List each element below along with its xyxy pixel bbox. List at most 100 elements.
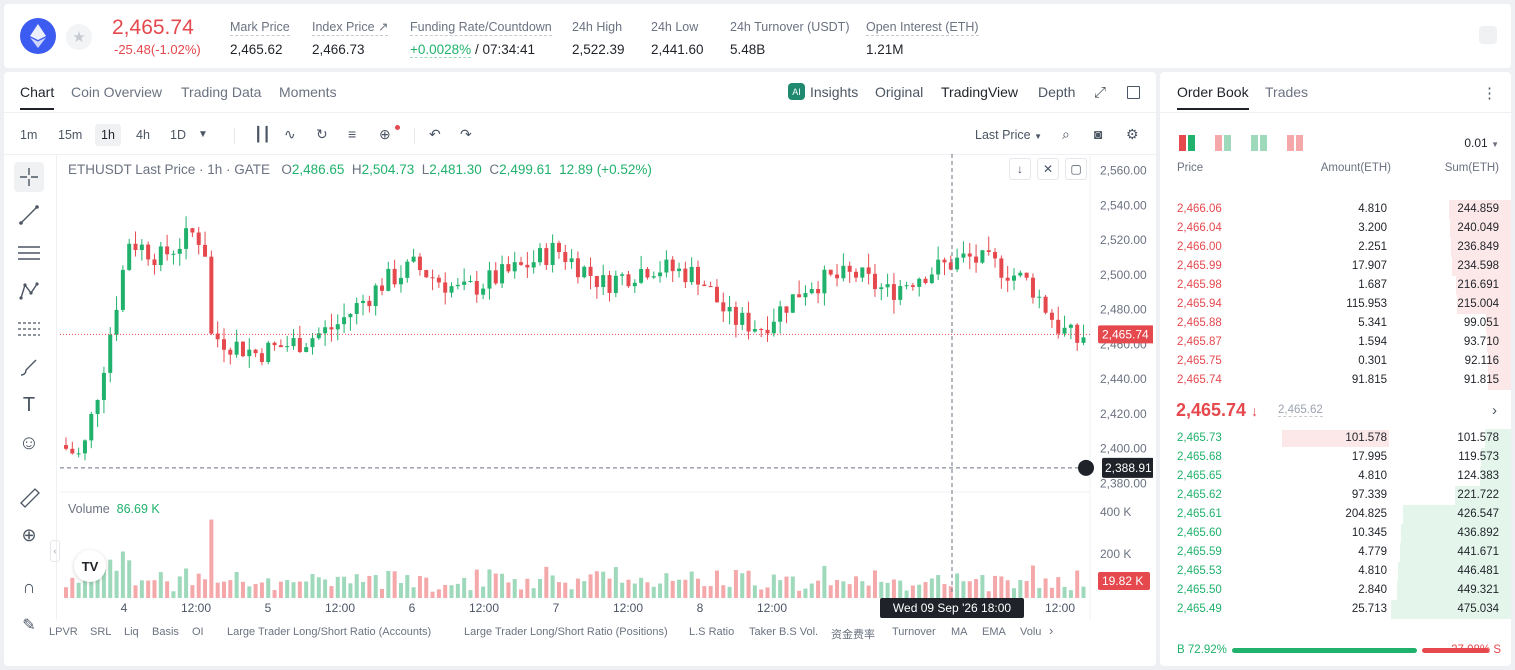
price-type-select[interactable]: Last Price ▼ [975,128,1042,142]
timeframe-dropdown-icon[interactable]: ▼ [198,129,208,140]
indicators-icon[interactable]: ∿ [284,126,296,142]
bid-row[interactable]: 2,465.49 25.713 475.034 [1160,600,1511,619]
view-insights[interactable]: Insights [810,84,859,100]
ask-row[interactable]: 2,465.87 1.594 93.710 [1160,333,1511,352]
link-funding-rate[interactable]: 资金费率 [831,629,875,641]
ask-row[interactable]: 2,466.00 2.251 236.849 [1160,238,1511,257]
link-ema[interactable]: EMA [982,626,1006,638]
tab-coin-overview[interactable]: Coin Overview [71,84,163,100]
link-taker-bs-vol[interactable]: Taker B.S Vol. [749,626,819,638]
timeframe-4h[interactable]: 4h [136,128,150,142]
window-icon[interactable] [1127,86,1140,99]
layout-book-icon[interactable] [1215,135,1231,151]
timeframe-1h[interactable]: 1h [95,124,121,146]
pattern-tool-icon[interactable] [14,276,44,306]
zoom-tool-icon[interactable]: ⊕ [21,524,37,545]
ruler-tool-icon[interactable] [14,482,44,512]
fib-tool-icon[interactable] [14,314,44,344]
link-ls-ratio[interactable]: L.S Ratio [689,626,735,638]
link-lpvr[interactable]: LPVR [49,626,78,638]
close-icon[interactable]: ✕ [1037,158,1059,180]
favorite-star-icon[interactable]: ★ [66,24,92,50]
precision-select[interactable]: 0.01 ▼ [1464,136,1499,150]
link-turnover[interactable]: Turnover [892,626,936,638]
link-liq[interactable]: Liq [124,626,139,638]
candle-type-icon[interactable]: ┃┃ [254,126,271,142]
tab-chart[interactable]: Chart [20,84,55,110]
camera-icon[interactable]: ◙ [1094,126,1103,142]
ask-row[interactable]: 2,465.94 115.953 215.004 [1160,295,1511,314]
ask-row[interactable]: 2,465.74 91.815 91.815 [1160,371,1511,390]
candlestick-chart[interactable]: 2,560.00 2,540.00 2,520.00 2,500.00 2,480.00… [60,154,1154,620]
collapse-chevron-icon[interactable]: ‹ [50,540,60,562]
ask-row[interactable]: 2,466.04 3.200 240.049 [1160,219,1511,238]
link-oi[interactable]: OI [192,626,204,638]
tab-trades[interactable]: Trades [1265,84,1309,100]
refresh-icon[interactable]: ↻ [316,126,328,142]
link-ma[interactable]: MA [951,626,968,638]
magnet-tool-icon[interactable]: ∩ [22,576,36,597]
redo-icon[interactable]: ↷ [460,126,472,142]
chart-svg[interactable]: 2,560.00 2,540.00 2,520.00 2,500.00 2,480.00… [60,154,1154,620]
layout-both-icon[interactable] [1179,135,1195,151]
ask-row[interactable]: 2,465.98 1.687 216.691 [1160,276,1511,295]
link-srl[interactable]: SRL [90,626,112,638]
link-basis[interactable]: Basis [152,626,179,638]
scroll-down-icon[interactable]: ↓ [1009,158,1031,180]
more-menu-icon[interactable]: ⋮ [1482,85,1497,102]
horizontal-lines-tool-icon[interactable] [14,238,44,268]
bid-row[interactable]: 2,465.50 2.840 449.321 [1160,581,1511,600]
trendline-tool-icon[interactable] [14,200,44,230]
pencil-lock-icon[interactable]: ✎ [22,617,36,634]
stat-open-interest[interactable]: Open Interest (ETH) 1.21M [866,18,979,57]
stat-index-price[interactable]: Index Price ↗ 2,466.73 [312,18,389,57]
bid-row[interactable]: 2,465.65 4.810 124.383 [1160,467,1511,486]
ask-row[interactable]: 2,465.99 17.907 234.598 [1160,257,1511,276]
tab-trading-data[interactable]: Trading Data [181,84,262,100]
view-tradingview[interactable]: TradingView [941,84,1019,100]
chevron-right-icon[interactable]: › [1492,402,1497,419]
view-depth[interactable]: Depth [1038,84,1076,100]
ask-row[interactable]: 2,465.75 0.301 92.116 [1160,352,1511,371]
tab-moments[interactable]: Moments [279,84,337,100]
crosshair-tool-icon[interactable] [14,162,44,192]
maximize-icon[interactable]: ▢ [1065,158,1087,180]
link-large-trader-positions[interactable]: Large Trader Long/Short Ratio (Positions… [464,626,668,638]
bid-row[interactable]: 2,465.73 101.578 101.578 [1160,429,1511,448]
more-chevron-icon[interactable]: › [1049,623,1054,638]
expand-icon[interactable]: ⤢ [1094,84,1107,101]
tab-order-book[interactable]: Order Book [1177,84,1249,110]
bid-row[interactable]: 2,465.60 10.345 436.892 [1160,524,1511,543]
link-volume[interactable]: Volu [1020,626,1042,638]
text-tool-icon[interactable]: T [22,393,36,416]
ask-row[interactable]: 2,465.88 5.341 99.051 [1160,314,1511,333]
book-icon[interactable] [1479,26,1497,44]
bid-row[interactable]: 2,465.59 4.779 441.671 [1160,543,1511,562]
add-icon[interactable]: ⊕ [379,126,391,142]
timeframe-15m[interactable]: 15m [58,128,83,142]
stat-funding-rate[interactable]: Funding Rate/Countdown +0.0028% / 07:34:… [410,18,552,58]
bid-row[interactable]: 2,465.61 204.825 426.547 [1160,505,1511,524]
search-icon[interactable]: ⌕ [1062,126,1070,142]
funding-rate-value[interactable]: +0.0028% [410,42,472,58]
layout-bids-icon[interactable] [1251,135,1267,151]
settings-gear-icon[interactable]: ⚙ [1126,126,1139,142]
view-original[interactable]: Original [875,84,924,100]
layout-asks-icon[interactable] [1287,135,1303,151]
brush-tool-icon[interactable] [14,352,44,382]
timeframe-1d[interactable]: 1D [170,128,186,142]
ask-row[interactable]: 2,466.06 4.810 244.859 [1160,200,1511,219]
link-large-trader-accounts[interactable]: Large Trader Long/Short Ratio (Accounts) [227,626,432,638]
stat-mark-price[interactable]: Mark Price 2,465.62 [230,18,290,57]
volume-bar [278,581,283,598]
emoji-tool-icon[interactable]: ☺ [18,431,40,454]
volume-bar [500,573,505,598]
tradingview-logo-icon[interactable]: TV [74,550,106,582]
bid-row[interactable]: 2,465.68 17.995 119.573 [1160,448,1511,467]
templates-icon[interactable]: ≡ [348,126,357,142]
timeframe-1m[interactable]: 1m [20,128,38,142]
mid-price[interactable]: 2,465.74 ↓ [1176,400,1258,421]
undo-icon[interactable]: ↶ [429,126,441,142]
bid-row[interactable]: 2,465.62 97.339 221.722 [1160,486,1511,505]
bid-row[interactable]: 2,465.53 4.810 446.481 [1160,562,1511,581]
